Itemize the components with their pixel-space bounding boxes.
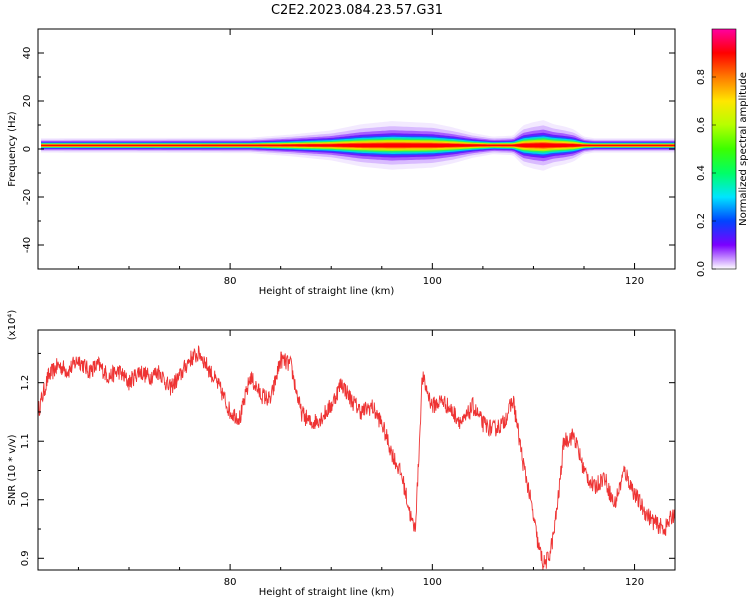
colorbar-tick-label: 0.0 — [696, 261, 707, 277]
spectrogram-band-10 — [41, 143, 675, 148]
spectrogram-y-tick-label: -20 — [22, 189, 33, 205]
spectrogram-y-tick-label: 0 — [22, 146, 33, 152]
colorbar-tick-label: 0.6 — [696, 117, 707, 133]
spectrogram-x-axis: 80 100 120 — [77, 29, 644, 287]
colorbar-tick-label: 0.8 — [696, 69, 707, 85]
snr-x-tick-label: 100 — [423, 577, 442, 588]
colorbar-tick-label: 0.2 — [696, 213, 707, 229]
spectrogram-x-tick-label: 100 — [423, 276, 442, 287]
snr-y-tick-label: 1.2 — [20, 375, 31, 391]
snr-y-tick-label: 1.0 — [20, 492, 31, 508]
snr-x-axis: 80 100 120 — [77, 330, 644, 588]
spectrogram-y-tick-label: 40 — [22, 47, 33, 60]
colorbar: 0.0 0.2 0.4 0.6 0.8 Normalized spectral ampl… — [696, 28, 749, 277]
spectrogram-y-label: Frequency (Hz) — [7, 111, 18, 187]
snr-x-tick-label: 80 — [224, 577, 237, 588]
snr-y-axis: 0.9 1.0 1.1 1.2 — [20, 352, 675, 566]
figure-title: C2E2.2023.084.23.57.G31 — [271, 3, 443, 18]
spectrogram-y-tick-label: 20 — [22, 95, 33, 108]
spectrogram-y-tick-label: -40 — [22, 237, 33, 253]
snr-y-multiplier: (x10⁴) — [7, 310, 18, 341]
colorbar-ticks: 0.0 0.2 0.4 0.6 0.8 — [696, 69, 716, 277]
spectrogram-panel: 80 100 120 -40 -20 0 20 40 Height of straight … — [7, 28, 676, 297]
colorbar-tick-label: 0.4 — [696, 165, 707, 181]
colorbar-label: Normalized spectral amplitude — [738, 72, 749, 226]
snr-y-label: SNR (10 * v/v) — [7, 434, 18, 505]
spectrogram-y-axis: -40 -20 0 20 40 — [22, 28, 675, 270]
spectrogram-plot-area — [41, 120, 675, 171]
spectrogram-x-tick-label: 80 — [224, 276, 237, 287]
snr-y-tick-label: 1.1 — [20, 433, 31, 449]
snr-y-tick-label: 0.9 — [20, 550, 31, 566]
snr-frame — [37, 329, 676, 571]
snr-x-label: Height of straight line (km) — [259, 587, 395, 598]
snr-series-line — [38, 345, 675, 570]
spectrogram-x-tick-label: 120 — [625, 276, 644, 287]
spectrogram-x-label: Height of straight line (km) — [259, 286, 395, 297]
snr-x-tick-label: 120 — [625, 577, 644, 588]
snr-panel: 80 100 120 0.9 1.0 1.1 1.2 Height of straight… — [7, 310, 676, 598]
colorbar-gradient — [711, 28, 737, 270]
